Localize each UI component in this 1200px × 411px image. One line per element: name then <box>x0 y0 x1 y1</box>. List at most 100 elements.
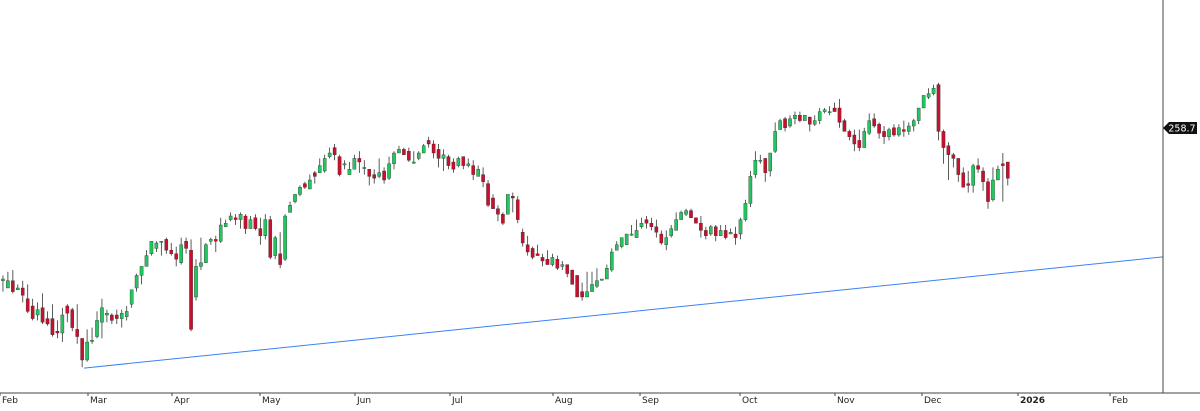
candle-body-up <box>218 224 223 242</box>
candle <box>550 253 555 267</box>
candle-body-up <box>95 320 99 337</box>
candle-body-down <box>857 140 862 148</box>
candle <box>169 243 174 256</box>
candle-body-up <box>352 158 357 170</box>
candle-body-down <box>644 219 649 224</box>
candle-body-up <box>758 160 763 162</box>
time-axis-labels: Feb Mar Apr May Jun Jul Aug Sep Oct Nov Dec 2026 Feb <box>0 393 1128 406</box>
candle <box>862 127 867 148</box>
candle <box>179 237 183 265</box>
candle <box>590 271 594 292</box>
candle <box>273 235 277 260</box>
candle-body-up <box>550 257 555 265</box>
candle-body-up <box>416 152 421 159</box>
candle <box>223 219 228 227</box>
candle <box>25 284 30 314</box>
candle <box>916 107 921 125</box>
candle-body-down <box>575 275 579 298</box>
candle-body-up <box>506 194 510 215</box>
trendline-layer <box>83 256 1164 369</box>
candle-body-up <box>308 179 312 190</box>
candle-body-down <box>808 116 812 125</box>
candle <box>892 124 896 137</box>
candle <box>718 225 723 236</box>
candle-body-down <box>253 217 258 229</box>
candle <box>946 142 951 180</box>
candle <box>283 214 287 261</box>
candle <box>129 289 134 308</box>
candle-body-down <box>1006 161 1010 179</box>
candle <box>149 241 154 256</box>
candle <box>461 156 466 170</box>
candle <box>204 243 208 263</box>
candle <box>986 178 990 209</box>
candle-body-down <box>847 131 852 137</box>
candle-body-up <box>773 131 777 152</box>
candle-body-up <box>634 230 639 238</box>
month-label: Feb <box>2 396 18 406</box>
candle-body-up <box>788 118 792 127</box>
candle-body-down <box>689 210 693 218</box>
candle <box>748 171 753 207</box>
candle <box>30 298 35 321</box>
candle-body-down <box>367 169 372 177</box>
month-label: Jun <box>356 396 371 406</box>
candle-body-down <box>570 269 574 285</box>
candle <box>610 248 614 272</box>
candle-body-down <box>258 228 263 236</box>
candle-body-up <box>105 313 109 316</box>
candle-body-up <box>263 219 268 236</box>
candle <box>412 151 416 164</box>
candle-body-down <box>25 298 30 312</box>
candles-layer <box>1 82 1010 368</box>
candle-body-up <box>867 120 871 134</box>
candle-body-down <box>189 250 193 330</box>
candle <box>872 113 876 128</box>
candle <box>585 271 589 298</box>
candle <box>713 225 718 242</box>
candle <box>471 160 475 180</box>
candle-body-up <box>921 95 926 109</box>
candle <box>887 127 891 141</box>
candle <box>545 250 550 265</box>
candle <box>951 153 956 168</box>
candle <box>654 219 659 238</box>
month-label: Dec <box>924 396 941 406</box>
candle <box>812 115 817 126</box>
candle <box>337 154 342 177</box>
candle <box>40 293 45 324</box>
candle-body-up <box>199 262 203 267</box>
candle-body-down <box>174 253 178 260</box>
candle-body-up <box>718 230 723 236</box>
candle-body-up <box>456 158 461 166</box>
candle <box>446 154 451 170</box>
candle-body-down <box>40 307 45 323</box>
candle-body-down <box>481 174 485 182</box>
candle-body-down <box>75 329 79 337</box>
candle <box>496 205 500 222</box>
candle-body-up <box>362 167 367 169</box>
candle-body-down <box>70 309 75 328</box>
candle <box>575 275 579 298</box>
candle <box>466 158 471 168</box>
candle-body-down <box>382 170 386 181</box>
month-label: Aug <box>555 396 573 406</box>
candle-body-down <box>530 248 535 258</box>
candle-body-down <box>976 165 980 170</box>
candle-body-down <box>659 233 664 244</box>
candle <box>347 162 352 175</box>
candle <box>476 165 480 177</box>
candle-body-up <box>862 131 867 148</box>
candle <box>857 129 862 152</box>
candle-body-down <box>511 196 515 199</box>
candle-body-up <box>669 228 673 236</box>
candle-body-down <box>80 338 84 361</box>
candle <box>377 158 381 179</box>
candle <box>456 156 461 168</box>
candle-body-up <box>466 163 471 166</box>
candle-body-down <box>699 223 703 231</box>
candle <box>783 117 787 132</box>
candle <box>758 154 763 164</box>
candle-body-up <box>679 212 683 220</box>
candle <box>248 216 253 229</box>
